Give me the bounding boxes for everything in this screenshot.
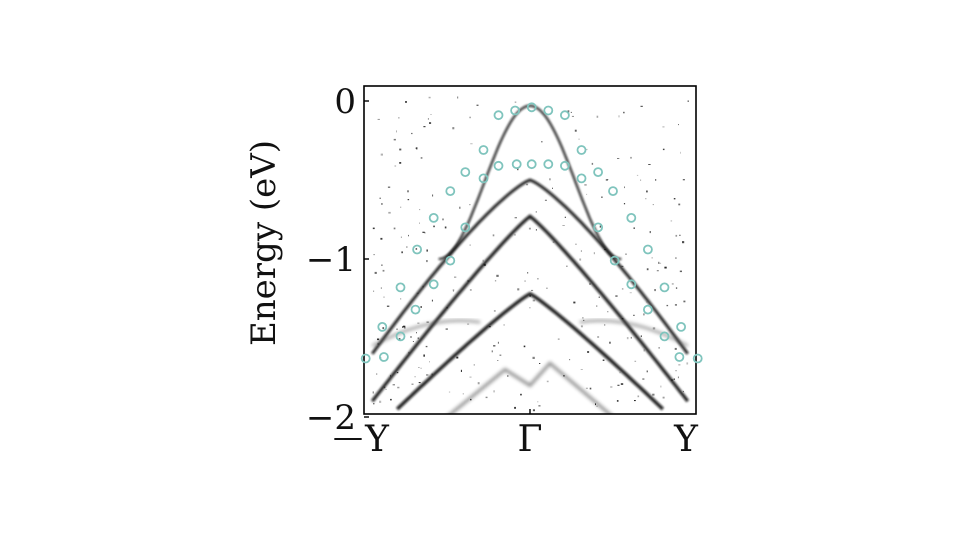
data-point-calc-band-outer	[460, 167, 471, 178]
data-point-calc-band-outer	[676, 321, 686, 332]
data-point-calc-band-inner	[643, 304, 653, 315]
data-point-calc-band-inner	[674, 352, 685, 362]
data-point-calc-band-inner	[659, 331, 670, 342]
y-axis-label: Energy (eV)	[244, 140, 284, 346]
intensity-band-4	[395, 291, 665, 411]
data-point-calc-band-outer	[377, 321, 388, 332]
data-point-calc-band-outer	[576, 145, 587, 155]
data-point-calc-band-inner	[460, 222, 471, 233]
y-tick-label: −1	[306, 240, 356, 280]
y-tick-label: −2	[306, 398, 356, 438]
data-point-calc-band-outer	[360, 353, 371, 364]
x-tick-label: Γ	[518, 419, 543, 460]
intensity-band-3	[370, 214, 690, 403]
data-point-calc-band-inner	[478, 173, 489, 184]
data-point-calc-band-outer	[626, 212, 637, 223]
data-point-calc-band-inner	[493, 160, 504, 171]
data-point-calc-band-inner	[378, 352, 389, 362]
intensity-flat-left	[371, 319, 481, 348]
stray-dash: —	[333, 420, 363, 455]
data-point-calc-band-outer	[692, 353, 703, 364]
intensity-lower-feature	[448, 361, 612, 414]
data-point-calc-band-inner	[543, 159, 554, 170]
data-point-calc-band-outer	[493, 110, 504, 121]
x-tick-label: Y	[364, 419, 390, 460]
intensity-flat-right	[579, 319, 689, 348]
data-point-calc-band-outer	[560, 110, 570, 121]
calculated-bands-markers	[360, 102, 703, 364]
data-point-calc-band-inner	[593, 222, 603, 233]
data-point-calc-band-inner	[445, 255, 456, 266]
data-point-calc-band-inner	[511, 159, 522, 170]
data-point-calc-band-inner	[626, 279, 637, 290]
x-tick-label: Y	[673, 419, 699, 460]
data-point-calc-band-outer	[445, 186, 456, 197]
y-tick-label: 0	[334, 82, 356, 122]
data-point-calc-band-outer	[543, 105, 554, 116]
data-point-calc-band-inner	[526, 159, 537, 170]
data-point-calc-band-inner	[410, 304, 421, 315]
data-point-calc-band-outer	[478, 145, 489, 155]
axis-ticks: 0−1−2Y Γ Y	[306, 82, 699, 460]
data-point-calc-band-outer	[428, 212, 439, 223]
data-point-calc-band-outer	[412, 244, 423, 255]
intensity-band-1	[438, 104, 622, 261]
data-point-calc-band-outer	[659, 282, 670, 293]
data-point-calc-band-inner	[576, 173, 587, 184]
data-point-calc-band-inner	[395, 331, 406, 342]
data-point-calc-band-outer	[526, 102, 537, 113]
data-point-calc-band-inner	[560, 160, 570, 171]
data-point-calc-band-outer	[593, 167, 603, 178]
data-point-calc-band-outer	[395, 282, 406, 293]
data-point-calc-band-outer	[608, 186, 618, 197]
data-point-calc-band-inner	[609, 255, 620, 266]
data-point-calc-band-outer	[510, 105, 520, 116]
data-point-calc-band-inner	[428, 279, 439, 290]
arpes-intensity-map	[370, 96, 690, 414]
data-point-calc-band-outer	[643, 244, 653, 255]
